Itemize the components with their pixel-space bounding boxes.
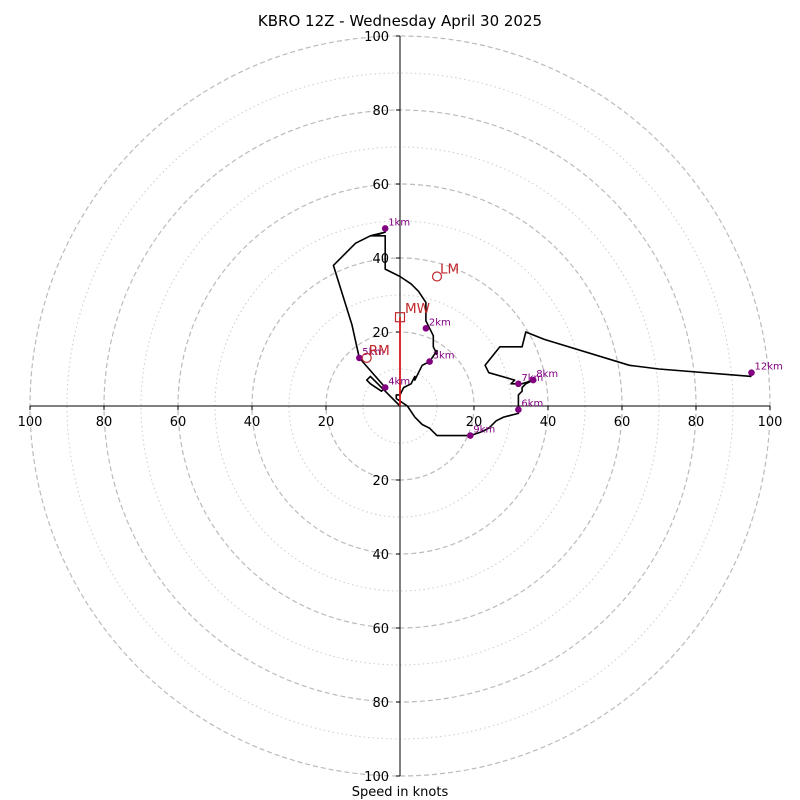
height-marker-9km [467, 432, 474, 439]
left-mover-label: LM [440, 262, 459, 278]
x-axis-label: Speed in knots [352, 785, 449, 800]
x-tick-label: 20 [466, 415, 483, 430]
y-tick-label: 80 [372, 104, 389, 119]
height-marker-label: 4km [388, 377, 410, 388]
x-tick-label: 60 [170, 415, 187, 430]
height-marker-1km [381, 225, 389, 232]
chart-title: KBRO 12Z - Wednesday April 30 2025 [258, 12, 542, 30]
x-tick-label: 100 [758, 415, 783, 430]
height-marker-6km [515, 406, 522, 414]
height-marker-2km [422, 325, 430, 332]
height-marker-12km [748, 369, 755, 377]
height-marker-8km [529, 376, 537, 384]
y-tick-label: 60 [372, 622, 389, 637]
mean-wind-label: MW [405, 301, 430, 317]
height-marker-4km [381, 384, 389, 391]
x-tick-label: 40 [244, 415, 261, 430]
y-tick-label: 100 [364, 30, 389, 45]
height-marker-7km [515, 380, 522, 388]
right-mover-marker [361, 352, 372, 363]
x-tick-label: 80 [96, 415, 113, 430]
x-tick-label: 60 [614, 415, 631, 430]
y-tick-label: 40 [372, 548, 389, 563]
height-marker-label: 9km [473, 425, 495, 436]
height-marker-label: 3km [433, 351, 455, 362]
y-tick-label: 20 [372, 474, 389, 489]
x-tick-label: 40 [540, 415, 557, 430]
height-marker-label: 12km [755, 362, 783, 373]
height-marker-3km [426, 358, 433, 365]
hodograph-trace [332, 231, 752, 437]
left-mover-marker [431, 271, 443, 282]
y-tick-label: 80 [372, 696, 389, 711]
height-marker-label: 1km [388, 217, 410, 228]
y-tick-label: 100 [364, 770, 389, 785]
height-markers: 1km2km3km4km5km6km7km8km9km12km [356, 217, 783, 439]
y-tick-label: 40 [372, 252, 389, 267]
height-marker-label: 8km [536, 369, 558, 380]
mean-wind-marker [394, 312, 406, 323]
hodograph-trace-group [332, 231, 752, 437]
x-tick-label: 20 [318, 415, 335, 430]
axis-tick-labels: 100 80 60 40 20 20 40 60 80 100 100 80 60 40 20 20 40 60 8… [18, 30, 783, 785]
height-marker-label: 5km [362, 347, 384, 358]
storm-motion-markers: RM LM MW [361, 262, 459, 363]
x-tick-label: 80 [688, 415, 705, 430]
height-marker-5km [356, 354, 363, 362]
right-mover-label: RM [369, 343, 390, 359]
height-marker-label: 2km [429, 317, 451, 328]
y-tick-label: 20 [372, 326, 389, 341]
y-tick-label: 60 [372, 178, 389, 193]
x-tick-label: 100 [18, 415, 43, 430]
height-marker-label: 6km [521, 399, 543, 410]
